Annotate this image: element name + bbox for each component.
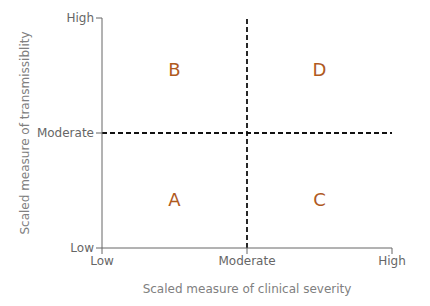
svg-text:D: D — [313, 59, 327, 80]
svg-text:C: C — [313, 189, 326, 210]
svg-text:Scaled measure of clinical sev: Scaled measure of clinical severity — [143, 282, 352, 296]
svg-text:A: A — [168, 189, 181, 210]
svg-text:High: High — [378, 254, 406, 268]
svg-text:Moderate: Moderate — [37, 126, 94, 140]
svg-text:Low: Low — [90, 254, 114, 268]
svg-text:B: B — [168, 59, 180, 80]
svg-text:High: High — [66, 11, 94, 25]
svg-text:Moderate: Moderate — [218, 254, 275, 268]
svg-text:Low: Low — [70, 241, 94, 255]
svg-text:Scaled measure of transmissibl: Scaled measure of transmissiblity — [18, 31, 32, 234]
